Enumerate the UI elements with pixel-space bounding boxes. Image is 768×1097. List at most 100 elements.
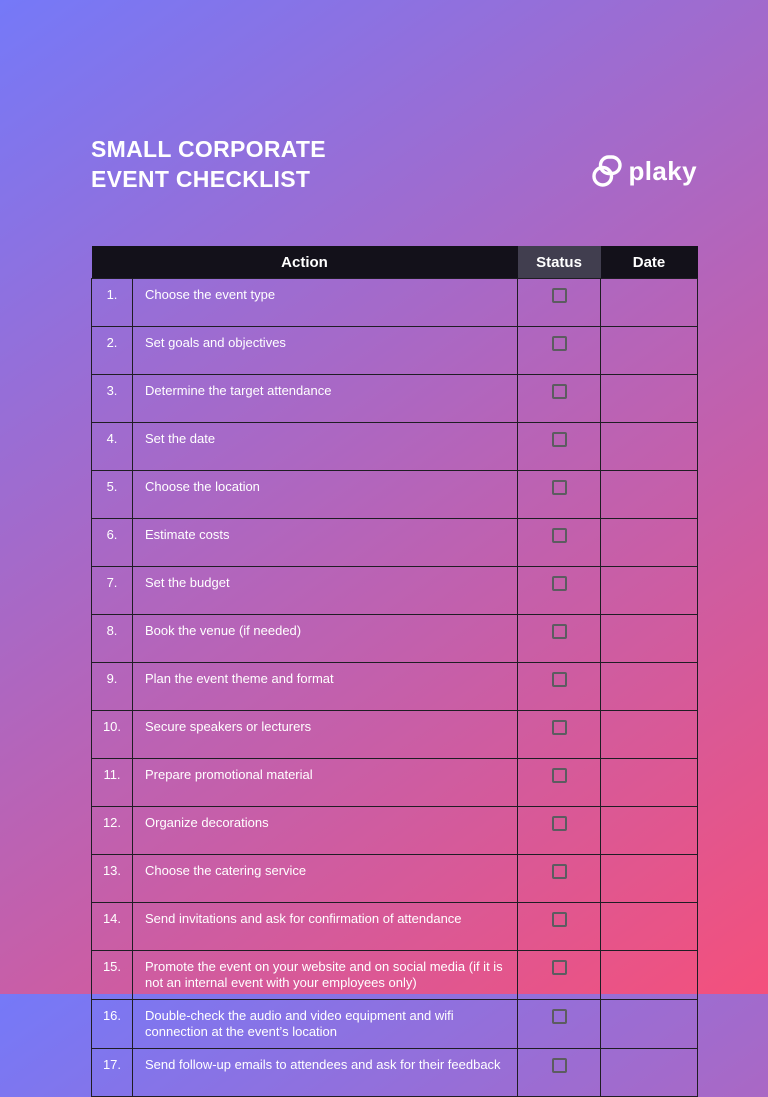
row-number: 13. <box>91 854 133 903</box>
row-action: Choose the location <box>131 470 519 519</box>
status-checkbox[interactable] <box>551 576 567 591</box>
date-cell[interactable] <box>600 566 699 615</box>
status-checkbox[interactable] <box>551 816 567 831</box>
status-cell <box>517 662 602 711</box>
row-number: 17. <box>91 1048 133 1097</box>
table-row: 16. Double-check the audio and video equ… <box>91 999 699 1049</box>
date-cell[interactable] <box>600 614 699 663</box>
row-number: 14. <box>91 902 133 951</box>
row-action: Send invitations and ask for confirmatio… <box>131 902 519 951</box>
row-action: Determine the target attendance <box>131 374 519 423</box>
status-checkbox[interactable] <box>551 1009 567 1024</box>
status-cell <box>517 999 602 1049</box>
date-cell[interactable] <box>600 278 699 327</box>
status-cell <box>517 1048 602 1097</box>
row-number: 15. <box>91 950 133 1000</box>
row-number: 6. <box>91 518 133 567</box>
table-row: 10. Secure speakers or lecturers <box>91 710 699 759</box>
row-number: 2. <box>91 326 133 375</box>
row-number: 12. <box>91 806 133 855</box>
status-checkbox[interactable] <box>551 624 567 639</box>
status-cell <box>517 422 602 471</box>
table-row: 3. Determine the target attendance <box>91 374 699 423</box>
date-cell[interactable] <box>600 902 699 951</box>
status-cell <box>517 854 602 903</box>
table-row: 17. Send follow-up emails to attendees a… <box>91 1048 699 1097</box>
status-checkbox[interactable] <box>551 288 567 303</box>
row-action: Choose the event type <box>131 278 519 327</box>
header-row: Action Status Date <box>91 246 698 279</box>
date-cell[interactable] <box>600 518 699 567</box>
table-row: 1. Choose the event type <box>91 278 699 327</box>
status-checkbox[interactable] <box>551 672 567 687</box>
column-header-date: Date <box>600 246 698 279</box>
row-action: Prepare promotional material <box>131 758 519 807</box>
page-title-line2: EVENT CHECKLIST <box>91 166 311 192</box>
status-checkbox[interactable] <box>551 864 567 879</box>
status-checkbox[interactable] <box>551 720 567 735</box>
table-row: 7. Set the budget <box>91 566 699 615</box>
row-action: Set the date <box>131 422 519 471</box>
status-cell <box>517 710 602 759</box>
status-cell <box>517 806 602 855</box>
date-cell[interactable] <box>600 950 699 1000</box>
status-cell <box>517 470 602 519</box>
date-cell[interactable] <box>600 758 699 807</box>
status-cell <box>517 950 602 1000</box>
table-row: 5. Choose the location <box>91 470 699 519</box>
date-cell[interactable] <box>600 806 699 855</box>
date-cell[interactable] <box>600 1048 699 1097</box>
table-row: 12. Organize decorations <box>91 806 699 855</box>
date-cell[interactable] <box>600 854 699 903</box>
date-cell[interactable] <box>600 374 699 423</box>
row-action: Organize decorations <box>131 806 519 855</box>
plaky-logo: plaky <box>591 155 698 187</box>
date-cell[interactable] <box>600 662 699 711</box>
row-number: 8. <box>91 614 133 663</box>
plaky-logo-icon <box>591 155 622 187</box>
date-cell[interactable] <box>600 326 699 375</box>
status-checkbox[interactable] <box>551 528 567 543</box>
status-checkbox[interactable] <box>551 768 567 783</box>
page-title-line1: SMALL CORPORATE <box>91 136 326 162</box>
row-action: Set the budget <box>131 566 519 615</box>
row-action: Estimate costs <box>131 518 519 567</box>
table-row: 14. Send invitations and ask for confirm… <box>91 902 699 951</box>
row-number: 16. <box>91 999 133 1049</box>
row-number: 9. <box>91 662 133 711</box>
table-row: 8. Book the venue (if needed) <box>91 614 699 663</box>
checklist-table: Action Status Date 1. Choose the event t… <box>91 246 699 1097</box>
row-action: Choose the catering service <box>131 854 519 903</box>
checklist-body: 1. Choose the event type 2. Set goals an… <box>91 278 699 1097</box>
row-number: 1. <box>91 278 133 327</box>
status-cell <box>517 518 602 567</box>
row-action: Set goals and objectives <box>131 326 519 375</box>
date-cell[interactable] <box>600 470 699 519</box>
status-checkbox[interactable] <box>551 384 567 399</box>
row-action: Plan the event theme and format <box>131 662 519 711</box>
status-checkbox[interactable] <box>551 912 567 927</box>
row-action: Book the venue (if needed) <box>131 614 519 663</box>
status-cell <box>517 758 602 807</box>
column-header-status: Status <box>517 246 601 279</box>
status-checkbox[interactable] <box>551 960 567 975</box>
status-checkbox[interactable] <box>551 336 567 351</box>
date-cell[interactable] <box>600 999 699 1049</box>
table-row: 6. Estimate costs <box>91 518 699 567</box>
date-cell[interactable] <box>600 710 699 759</box>
table-row: 15. Promote the event on your website an… <box>91 950 699 1000</box>
status-cell <box>517 902 602 951</box>
page-title: SMALL CORPORATE EVENT CHECKLIST <box>91 134 326 194</box>
row-action: Double-check the audio and video equipme… <box>131 999 519 1049</box>
row-number: 11. <box>91 758 133 807</box>
date-cell[interactable] <box>600 422 699 471</box>
row-number: 7. <box>91 566 133 615</box>
status-checkbox[interactable] <box>551 432 567 447</box>
table-row: 13. Choose the catering service <box>91 854 699 903</box>
table-row: 11. Prepare promotional material <box>91 758 699 807</box>
row-number: 4. <box>91 422 133 471</box>
status-checkbox[interactable] <box>551 1058 567 1073</box>
status-cell <box>517 566 602 615</box>
table-row: 2. Set goals and objectives <box>91 326 699 375</box>
status-checkbox[interactable] <box>551 480 567 495</box>
